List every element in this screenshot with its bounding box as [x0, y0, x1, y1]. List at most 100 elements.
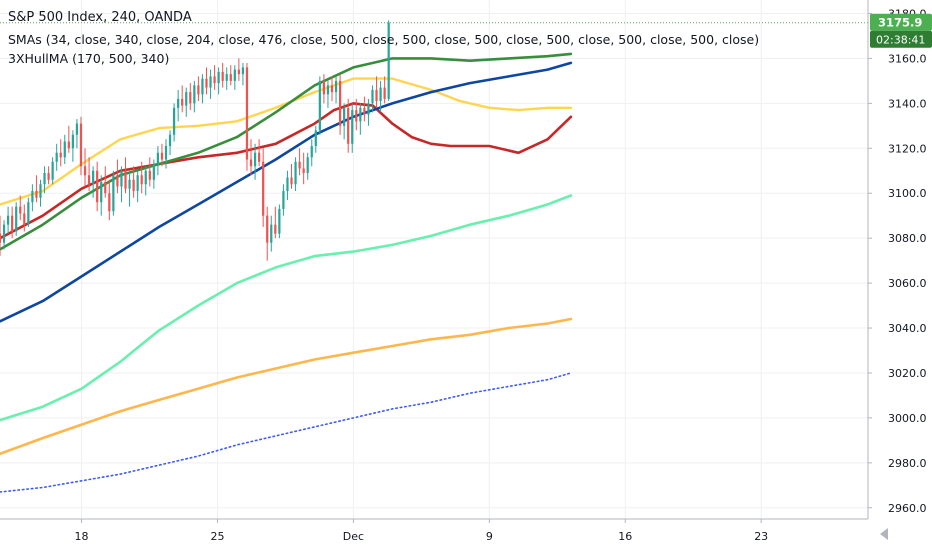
- candle-body: [221, 71, 224, 81]
- candle-body: [270, 224, 273, 243]
- candle-body: [258, 152, 261, 162]
- time-tick-label: 18: [75, 530, 89, 543]
- candle-body: [71, 134, 74, 149]
- candle-body: [302, 168, 305, 173]
- candle-body: [177, 98, 180, 108]
- candle-body: [120, 170, 123, 187]
- candle-body: [112, 175, 115, 212]
- time-tick-label: 9: [486, 530, 493, 543]
- candle-body: [160, 152, 164, 160]
- candle-body: [290, 177, 293, 185]
- candle-body: [229, 74, 232, 81]
- candle-body: [79, 123, 83, 167]
- candle-body: [314, 130, 317, 147]
- scroll-right-icon[interactable]: [880, 528, 888, 540]
- candle-body: [245, 67, 249, 160]
- candle-body: [387, 22, 390, 99]
- candle-body: [100, 181, 103, 203]
- candle-body: [298, 161, 301, 169]
- candle-body: [35, 190, 38, 198]
- candle-body: [128, 179, 131, 189]
- candle-body: [55, 152, 58, 162]
- price-tick-label: 3100.0: [888, 187, 927, 200]
- candle-body: [23, 213, 26, 225]
- candle-body: [47, 173, 50, 180]
- candle-body: [124, 170, 127, 189]
- candle-body: [225, 74, 228, 81]
- candle-body: [347, 107, 350, 144]
- candle-body: [318, 80, 321, 131]
- bar-countdown-tag-bg: [870, 30, 932, 48]
- price-tick-label: 3060.0: [888, 277, 927, 290]
- candle-body: [59, 152, 62, 158]
- last-price-tag: 3175.9 02:38:41: [870, 13, 932, 48]
- study-legend-hullma[interactable]: 3XHullMA (170, 500, 340): [8, 51, 169, 66]
- candle-body: [253, 152, 257, 167]
- time-axis-ticks: 18 25 Dec 9 16 23: [75, 519, 768, 543]
- candle-body: [371, 89, 374, 104]
- candle-body: [75, 123, 79, 135]
- time-tick-label: 25: [210, 530, 224, 543]
- time-axis[interactable]: [0, 519, 932, 550]
- price-tick-label: 3040.0: [888, 322, 927, 335]
- candle-body: [326, 85, 330, 95]
- candle-body: [375, 89, 378, 102]
- price-tick-label: 3000.0: [888, 412, 927, 425]
- candle-body: [274, 224, 277, 234]
- candle-body: [383, 87, 386, 99]
- candle-body: [96, 170, 99, 203]
- candle-body: [193, 85, 196, 104]
- candle-body: [140, 175, 143, 185]
- candle-body: [63, 141, 66, 158]
- candle-body: [197, 85, 200, 95]
- price-axis[interactable]: [868, 0, 932, 519]
- candle-body: [144, 170, 147, 185]
- candle-body: [306, 157, 309, 173]
- candle-body: [43, 173, 46, 185]
- candle-body: [266, 215, 269, 243]
- candle-body: [355, 110, 358, 122]
- time-tick-label: Dec: [343, 530, 364, 543]
- price-tick-label: 3120.0: [888, 142, 927, 155]
- candle-body: [39, 184, 42, 198]
- candle-body: [213, 76, 216, 84]
- candle-body: [152, 164, 155, 180]
- time-tick-label: 16: [618, 530, 632, 543]
- time-tick-label: 23: [754, 530, 768, 543]
- candle-body: [136, 175, 139, 191]
- candle-body: [322, 80, 326, 95]
- candle-body: [294, 161, 297, 185]
- candle-body: [172, 107, 176, 135]
- candle-body: [338, 80, 342, 126]
- candle-body: [363, 107, 366, 115]
- candle-body: [205, 78, 208, 88]
- candle-body: [6, 215, 10, 225]
- candle-body: [15, 206, 18, 232]
- candle-body: [108, 193, 111, 212]
- bar-countdown-value: 02:38:41: [876, 34, 925, 47]
- moving-average-line-6: [0, 317, 573, 456]
- last-price-value: 3175.9: [878, 16, 922, 30]
- candle-body: [209, 76, 212, 88]
- candle-body: [249, 159, 253, 167]
- candle-body: [87, 175, 91, 185]
- candle-body: [148, 170, 151, 180]
- study-legend-smas[interactable]: SMAs (34, close, 340, close, 204, close,…: [8, 32, 759, 47]
- candle-body: [132, 179, 135, 191]
- candle-body: [181, 98, 184, 106]
- candle-body: [359, 107, 362, 122]
- chart-grid: [0, 0, 868, 519]
- candle-body: [104, 181, 107, 194]
- candle-body: [51, 161, 54, 180]
- candle-body: [379, 87, 382, 102]
- moving-average-line-7: [0, 372, 572, 493]
- candle-body: [367, 103, 370, 115]
- candle-body: [262, 161, 265, 216]
- candle-body: [334, 80, 338, 93]
- candle-body: [185, 92, 188, 106]
- candle-body: [189, 92, 192, 104]
- candle-body: [11, 215, 14, 232]
- chart-title[interactable]: S&P 500 Index, 240, OANDA: [8, 10, 192, 25]
- candle-body: [92, 170, 95, 185]
